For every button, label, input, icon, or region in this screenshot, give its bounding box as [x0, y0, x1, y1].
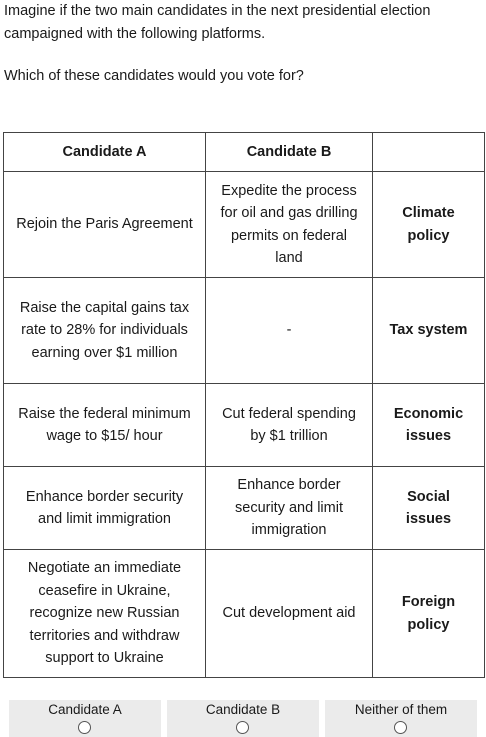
table-row: Raise the federal minimum wage to $15/ h… [3, 383, 485, 467]
vote-choice-group: Candidate A Candidate B Neither of them [9, 700, 479, 737]
candidate-a-cell: Rejoin the Paris Agreement [3, 171, 206, 278]
candidate-a-cell: Raise the capital gains tax rate to 28% … [3, 277, 206, 384]
table-row: Negotiate an immediate ceasefire in Ukra… [3, 549, 485, 678]
candidate-comparison-table: Candidate A Candidate B Rejoin the Paris… [3, 132, 485, 678]
radio-button-candidate-a[interactable] [78, 721, 91, 734]
candidate-a-cell: Enhance border security and limit immigr… [3, 466, 206, 550]
radio-button-neither[interactable] [394, 721, 407, 734]
choice-candidate-a[interactable]: Candidate A [9, 700, 161, 737]
choice-candidate-b[interactable]: Candidate B [167, 700, 319, 737]
header-candidate-b: Candidate B [205, 132, 373, 172]
attribute-cell: Economic issues [372, 383, 485, 467]
radio-button-candidate-b[interactable] [236, 721, 249, 734]
intro-text: Imagine if the two main candidates in th… [4, 3, 431, 42]
attribute-cell: Climate policy [372, 171, 485, 278]
question-text: Which of these candidates would you vote… [4, 68, 304, 84]
table-row: Rejoin the Paris Agreement Expedite the … [3, 171, 485, 278]
candidate-b-cell: Expedite the process for oil and gas dri… [205, 171, 373, 278]
choice-label: Neither of them [354, 702, 448, 717]
attribute-cell: Social issues [372, 466, 485, 550]
candidate-b-cell: - [205, 277, 373, 384]
choice-neither[interactable]: Neither of them [325, 700, 477, 737]
choice-label: Candidate B [205, 702, 281, 717]
candidate-a-cell: Negotiate an immediate ceasefire in Ukra… [3, 549, 206, 678]
header-candidate-a: Candidate A [3, 132, 206, 172]
candidate-b-cell: Cut development aid [205, 549, 373, 678]
candidate-a-cell: Raise the federal minimum wage to $15/ h… [3, 383, 206, 467]
header-attribute [372, 132, 485, 172]
attribute-cell: Tax system [372, 277, 485, 384]
choice-label: Candidate A [48, 702, 122, 717]
attribute-cell: Foreign policy [372, 549, 485, 678]
candidate-b-cell: Cut federal spending by $1 trillion [205, 383, 373, 467]
table-header-row: Candidate A Candidate B [3, 132, 485, 172]
table-row: Raise the capital gains tax rate to 28% … [3, 277, 485, 384]
candidate-b-cell: Enhance border security and limit immigr… [205, 466, 373, 550]
table-row: Enhance border security and limit immigr… [3, 466, 485, 550]
